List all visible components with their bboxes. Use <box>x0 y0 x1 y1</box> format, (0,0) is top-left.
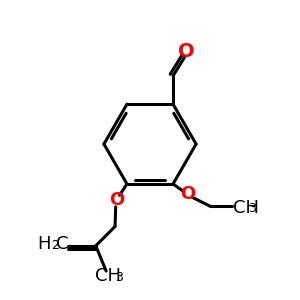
Text: O: O <box>180 185 196 203</box>
Text: 3: 3 <box>248 202 256 215</box>
Text: O: O <box>109 191 124 209</box>
Text: CH: CH <box>233 199 259 217</box>
Text: H: H <box>38 235 51 253</box>
Text: C: C <box>56 235 68 253</box>
Text: 2: 2 <box>52 239 59 252</box>
Text: O: O <box>178 42 195 61</box>
Text: 3: 3 <box>115 271 123 284</box>
Text: CH: CH <box>94 267 121 285</box>
